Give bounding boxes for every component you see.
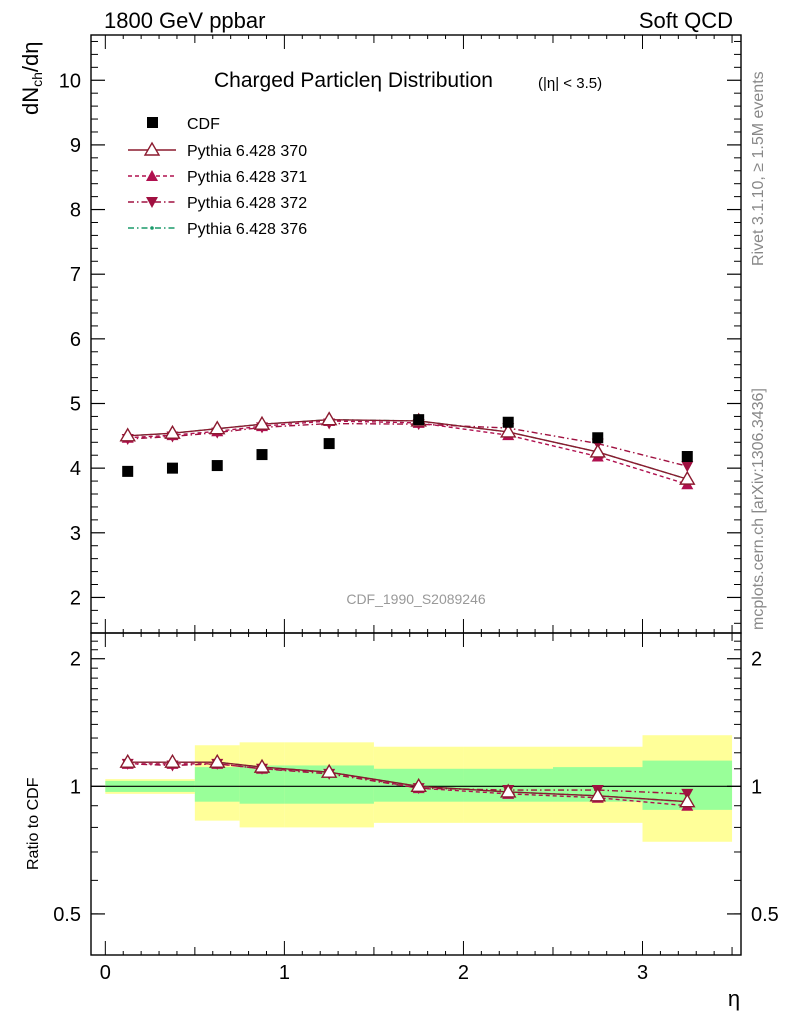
main-point-370 [209,420,226,435]
main-line-370 [127,418,688,480]
x-tick-label: 2 [458,962,469,984]
header-right: Soft QCD [639,8,733,33]
x-tick-label: 1 [279,962,290,984]
main-ytick-label: 8 [70,200,81,222]
main-point-370 [320,411,338,426]
cdf-data-point [166,462,178,474]
ratio-point-370 [119,753,136,768]
ratio-point-370 [410,777,427,793]
main-ytick-label: 10 [59,70,81,92]
ratio-point-370 [253,758,271,773]
ratio-series-markers [119,753,696,811]
cdf-data-point [323,438,335,450]
rivet-label: Rivet 3.1.10, ≥ 1.5M events [750,71,767,266]
ratio-ytick-label-left: 1 [70,776,81,798]
main-point-372 [681,461,694,473]
analysis-watermark: CDF_1990_S2089246 [346,591,486,607]
ratio-point-370 [164,753,181,768]
ratio-frame [90,632,742,956]
main-ytick-label: 7 [70,264,81,286]
ratio-ytick-label-right: 2 [751,649,762,671]
main-point-370 [679,470,696,485]
legend: CDF Pythia 6.428 370 Pythia 6.428 371 Py… [128,116,307,238]
main-line-371 [127,420,688,485]
main-ytick-label: 3 [70,523,81,545]
main-ytick-label: 2 [70,587,81,609]
main-ytick-label: 9 [70,135,81,157]
cdf-data-point [592,432,604,444]
main-series-lines [127,418,688,485]
cdf-data-point [211,460,223,472]
cdf-data-point [502,416,514,428]
legend-372-label: Pythia 6.428 372 [187,195,307,212]
main-ylabel-main: dN [18,87,43,115]
legend-370-marker [143,141,161,156]
ratio-ytick-label-left: 2 [70,649,81,671]
main-ytick-label: 4 [70,458,81,480]
legend-cdf-label: CDF [187,116,220,133]
chart-title: Charged Particleη Distribution [214,69,493,92]
ratio-line-372 [127,763,688,795]
cdf-data-point [122,465,134,477]
x-tick-label: 3 [637,962,648,984]
ratio-point-370 [320,763,338,778]
main-ylabel: dNch/dη [18,41,45,115]
ratio-ylabel: Ratio to CDF [25,777,42,870]
mcplots-label: mcplots.cern.ch [arXiv:1306.3436] [750,388,767,630]
legend-376-marker [150,226,154,230]
ratio-point-370 [589,787,606,802]
ratio-ytick-label-right: 0.5 [751,904,779,926]
legend-376-label: Pythia 6.428 376 [187,221,307,238]
main-point-370 [499,423,517,438]
cdf-data-point [256,449,268,461]
main-ylabel-sub: ch [29,72,45,87]
main-series-markers [119,411,696,490]
cdf-data-point [681,451,693,463]
chart-title-suffix: (|η| < 3.5) [538,75,602,92]
x-axis-label: η [728,986,740,1011]
main-axes: 2 3 4 5 6 7 8 9 10 [59,34,742,634]
legend-371-marker [146,170,158,181]
legend-372-marker [146,197,158,208]
header-left: 1800 GeV ppbar [104,8,265,33]
legend-370-label: Pythia 6.428 370 [187,143,307,160]
main-point-370 [253,415,271,430]
main-ylabel-tail: /dη [18,41,43,72]
ratio-point-370 [679,793,696,808]
main-point-370 [589,443,606,458]
ratio-uncertainty-bands [91,735,741,842]
ratio-point-370 [209,753,226,768]
main-point-370 [164,424,181,439]
ratio-ytick-label-right: 1 [751,776,762,798]
legend-cdf-marker [147,117,158,128]
main-line-372 [127,422,688,467]
ratio-line-371 [127,763,688,807]
ratio-point-370 [499,783,517,798]
cdf-data-point [413,414,425,426]
x-tick-label: 0 [100,962,111,984]
legend-371-label: Pythia 6.428 371 [187,169,307,186]
ratio-band-inner [194,767,240,802]
main-ytick-label: 6 [70,329,81,351]
ratio-ytick-label-left: 0.5 [53,904,81,926]
main-ytick-label: 5 [70,393,81,415]
main-point-370 [119,427,136,442]
ratio-axes: 0.5 0.5 1 1 2 2 0 1 2 3 [53,632,779,984]
